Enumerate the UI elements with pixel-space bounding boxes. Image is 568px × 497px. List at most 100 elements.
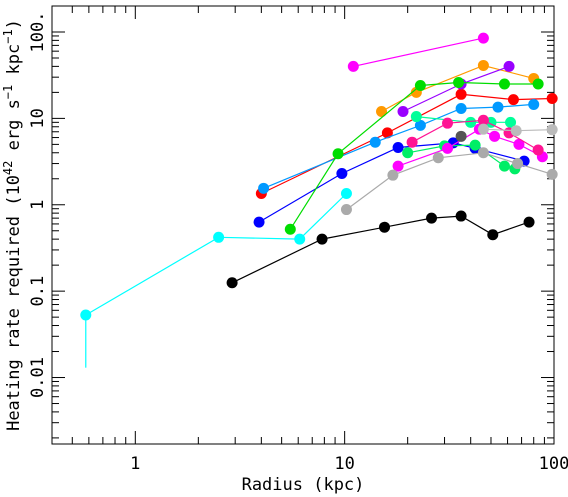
x-tick-label: 1	[130, 454, 140, 474]
data-point	[258, 182, 270, 194]
data-point	[369, 136, 381, 148]
data-point	[477, 32, 489, 44]
data-point	[455, 88, 467, 100]
series-line	[289, 81, 539, 230]
data-point	[492, 101, 504, 113]
y-tick-label: 0.1	[28, 276, 48, 307]
data-point	[523, 216, 535, 228]
series-8	[284, 77, 544, 235]
data-point	[253, 216, 265, 228]
y-tick-label: 10	[28, 108, 48, 128]
data-point	[546, 168, 558, 180]
data-point	[414, 119, 426, 131]
y-axis-label-part: 42	[1, 161, 15, 175]
plot-frame	[51, 5, 555, 445]
data-point	[465, 116, 477, 128]
y-tick-label: 100.	[28, 12, 48, 53]
data-point	[426, 212, 438, 224]
series-line	[263, 103, 534, 189]
data-point	[532, 78, 544, 90]
data-point	[498, 78, 510, 90]
series-14	[477, 123, 558, 137]
data-point	[378, 221, 390, 233]
plot-border	[51, 5, 555, 445]
series-line	[346, 152, 553, 211]
data-point	[477, 59, 489, 71]
data-point	[406, 136, 418, 148]
data-point	[402, 147, 414, 159]
series-13	[340, 147, 558, 216]
data-point	[546, 124, 558, 136]
series-3	[258, 98, 540, 194]
tick-labels: 1 10 100 0.01 0.1 1 10 100.	[28, 12, 568, 474]
data-point	[505, 116, 517, 128]
y-axis-label-part: −1	[1, 85, 15, 99]
data-point	[397, 106, 409, 118]
series-1	[226, 210, 535, 289]
data-point	[213, 231, 225, 243]
data-point	[477, 147, 489, 159]
data-point	[512, 158, 524, 170]
data-point	[294, 233, 306, 245]
data-point	[487, 229, 499, 241]
series-15	[455, 130, 467, 142]
data-point	[455, 103, 467, 115]
data-point	[455, 210, 467, 222]
data-point	[376, 106, 388, 118]
y-axis-label: Heating rate required (1042 erg s−1 kpc−…	[1, 19, 24, 431]
data-point	[347, 60, 359, 72]
data-series	[80, 32, 558, 368]
data-point	[455, 130, 467, 142]
data-point	[528, 98, 540, 110]
data-point	[410, 111, 422, 123]
y-axis-label-part: Heating rate required (10	[4, 175, 24, 431]
data-point	[316, 233, 328, 245]
series-6	[376, 59, 540, 118]
x-tick-label: 100	[539, 454, 568, 474]
data-point	[340, 204, 352, 216]
data-point	[226, 277, 238, 289]
data-point	[340, 188, 352, 200]
y-axis-label-part: )	[4, 19, 24, 29]
y-axis-label-part: −1	[1, 29, 15, 43]
series-10	[410, 111, 517, 128]
data-point	[453, 77, 465, 89]
data-point	[336, 168, 348, 180]
series-0	[80, 188, 352, 368]
data-point	[532, 144, 544, 156]
data-point	[432, 152, 444, 164]
data-point	[284, 223, 296, 235]
axis-ticks	[51, 5, 555, 444]
data-point	[469, 139, 481, 151]
data-point	[546, 92, 558, 104]
data-point	[414, 80, 426, 92]
data-point	[80, 309, 92, 321]
data-point	[392, 142, 404, 154]
data-point	[477, 123, 489, 135]
data-point	[513, 138, 525, 150]
y-axis-label-part: kpc	[4, 44, 24, 85]
x-tick-label: 10	[334, 454, 354, 474]
y-axis-label-part: erg s	[4, 99, 24, 160]
data-point	[498, 160, 510, 172]
data-point	[510, 125, 522, 137]
data-point	[507, 94, 519, 106]
y-tick-label: 0.01	[28, 357, 48, 398]
data-point	[503, 60, 515, 72]
series-line	[85, 193, 347, 316]
data-point	[381, 127, 393, 139]
data-point	[387, 169, 399, 181]
series-line	[353, 37, 484, 67]
series-2	[255, 88, 558, 200]
data-point	[392, 160, 404, 172]
x-axis-label: Radius (kpc)	[242, 475, 365, 495]
series-line	[381, 64, 534, 113]
data-point	[477, 114, 489, 126]
data-point	[489, 130, 501, 142]
series-12	[406, 114, 544, 156]
data-point	[442, 142, 454, 154]
data-point	[442, 117, 454, 129]
y-tick-label: 1	[28, 200, 48, 210]
data-point	[332, 148, 344, 160]
